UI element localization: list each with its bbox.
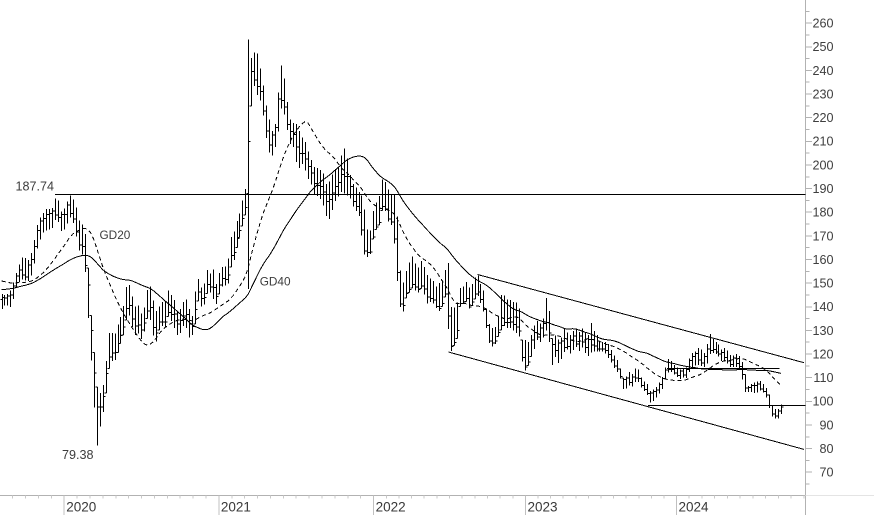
svg-text:GD20: GD20 <box>100 228 131 242</box>
svg-text:2022: 2022 <box>376 500 406 515</box>
svg-text:80: 80 <box>819 442 833 456</box>
svg-text:110: 110 <box>813 371 833 385</box>
svg-text:90: 90 <box>819 418 833 432</box>
svg-text:250: 250 <box>812 40 833 54</box>
svg-text:260: 260 <box>812 17 833 31</box>
svg-text:2021: 2021 <box>221 500 251 515</box>
svg-text:70: 70 <box>819 466 833 480</box>
svg-text:200: 200 <box>812 158 833 172</box>
svg-text:210: 210 <box>812 135 833 149</box>
svg-text:100: 100 <box>812 395 833 409</box>
svg-text:187.74: 187.74 <box>16 180 55 194</box>
svg-text:170: 170 <box>812 229 833 243</box>
svg-text:230: 230 <box>812 87 833 101</box>
svg-text:2023: 2023 <box>528 500 558 515</box>
svg-text:220: 220 <box>812 111 833 125</box>
svg-text:120: 120 <box>812 348 833 362</box>
svg-text:130: 130 <box>812 324 833 338</box>
svg-text:140: 140 <box>812 300 833 314</box>
svg-text:2020: 2020 <box>66 500 96 515</box>
svg-text:2024: 2024 <box>679 500 710 515</box>
svg-text:180: 180 <box>812 206 833 220</box>
svg-text:150: 150 <box>812 277 833 291</box>
svg-text:190: 190 <box>812 182 833 196</box>
svg-text:79.38: 79.38 <box>62 448 94 462</box>
svg-text:GD40: GD40 <box>260 274 291 288</box>
svg-text:160: 160 <box>812 253 833 267</box>
svg-text:240: 240 <box>812 64 833 78</box>
